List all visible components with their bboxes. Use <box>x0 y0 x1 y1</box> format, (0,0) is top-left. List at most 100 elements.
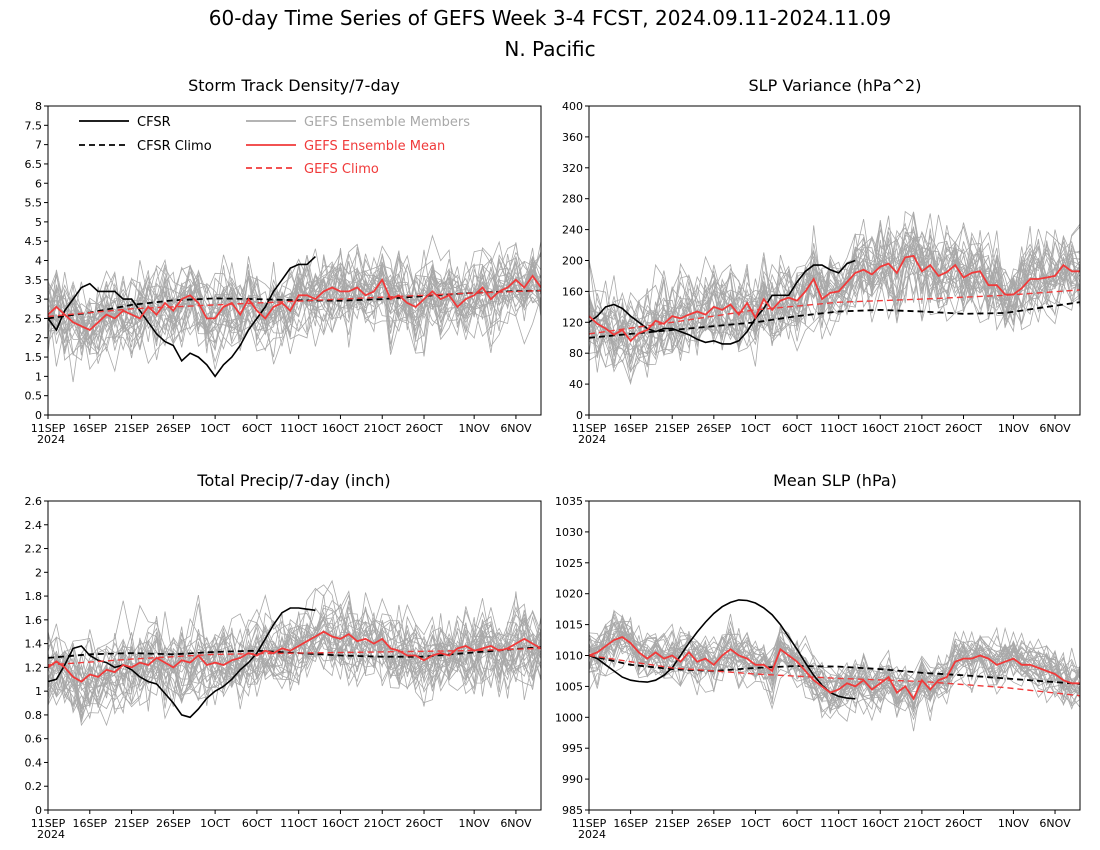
ensemble-member-line <box>48 611 541 706</box>
x-tick-label: 11SEP <box>31 817 66 830</box>
y-tick-label: 7.5 <box>25 119 43 132</box>
y-tick-label: 1 <box>35 685 42 698</box>
chart-title: SLP Variance (hPa^2) <box>749 76 922 95</box>
y-tick-label: 400 <box>562 100 583 113</box>
y-tick-label: 1025 <box>555 557 583 570</box>
x-tick-label: 1NOV <box>998 422 1030 435</box>
cfsr-line <box>48 256 316 378</box>
y-tick-label: 320 <box>562 162 583 175</box>
x-tick-label: 26SEP <box>156 422 191 435</box>
ensemble-member-line <box>589 223 1080 338</box>
ensemble-member-line <box>589 235 1080 378</box>
legend-cfsr-climo-label: CFSR Climo <box>137 139 212 154</box>
y-tick-label: 40 <box>569 378 583 391</box>
ensemble-member-line <box>589 223 1080 364</box>
y-tick-label: 0 <box>35 409 42 422</box>
legend-cfsr-label: CFSR <box>137 115 171 130</box>
y-tick-label: 0.6 <box>25 733 43 746</box>
ensemble-member-line <box>589 225 1080 358</box>
x-year-label: 2024 <box>37 433 65 446</box>
y-tick-label: 1005 <box>555 680 583 693</box>
x-tick-label: 1OCT <box>200 817 230 830</box>
y-tick-label: 1.6 <box>25 614 43 627</box>
y-tick-label: 1035 <box>555 495 583 508</box>
chart-panel-2: SLP Variance (hPa^2) 0 40 80 120 160 200 240 280… <box>562 76 1081 446</box>
panels: Storm Track Density/7-day 0 0.5 1 1.5 2 2.5 3 3.… <box>25 76 1081 841</box>
x-tick-label: 11OCT <box>820 817 857 830</box>
y-tick-label: 2.6 <box>25 495 43 508</box>
y-tick-label: 0.8 <box>25 709 43 722</box>
y-tick-label: 1010 <box>555 650 583 663</box>
x-tick-label: 26SEP <box>697 817 732 830</box>
x-tick-label: 11OCT <box>280 817 317 830</box>
gefs-mean-line <box>48 630 541 683</box>
cfsr-line <box>589 259 856 345</box>
x-tick-label: 16OCT <box>862 817 899 830</box>
y-tick-label: 2.2 <box>25 543 43 556</box>
figure-title-line1: 60-day Time Series of GEFS Week 3-4 FCST… <box>209 6 891 30</box>
ensemble-member-line <box>48 612 541 706</box>
gefs-mean-line <box>589 635 1080 701</box>
x-tick-label: 16OCT <box>322 817 359 830</box>
y-tick-label: 7 <box>35 139 42 152</box>
y-tick-label: 360 <box>562 131 583 144</box>
x-tick-label: 6OCT <box>782 422 812 435</box>
x-year-label: 2024 <box>37 828 65 841</box>
ensemble-member-line <box>589 210 1080 358</box>
gefs-climo-line <box>48 647 541 666</box>
x-tick-label: 1NOV <box>459 817 491 830</box>
plot-frame <box>47 105 542 416</box>
x-tick-label: 1OCT <box>200 422 230 435</box>
x-tick-label: 26OCT <box>945 817 982 830</box>
plot-area <box>589 210 1080 386</box>
ensemble-member-line <box>48 255 541 356</box>
plot-frame <box>47 500 542 811</box>
ensemble-member-line <box>48 247 541 361</box>
gefs-climo-line <box>589 654 1080 697</box>
ensemble-member-line <box>589 626 1080 721</box>
chart-title: Total Precip/7-day (inch) <box>196 471 390 490</box>
y-tick-label: 1000 <box>555 711 583 724</box>
gefs-mean-line <box>48 274 541 332</box>
x-tick-label: 16OCT <box>322 422 359 435</box>
y-tick-label: 3 <box>35 293 42 306</box>
chart-title: Mean SLP (hPa) <box>773 471 897 490</box>
ensemble-member-line <box>589 234 1080 357</box>
x-year-label: 2024 <box>578 433 606 446</box>
x-tick-label: 21SEP <box>114 422 149 435</box>
y-tick-label: 6.5 <box>25 158 43 171</box>
y-tick-label: 2.4 <box>25 519 43 532</box>
x-tick-label: 1NOV <box>459 422 491 435</box>
x-year-label: 2024 <box>578 828 606 841</box>
y-tick-label: 1.5 <box>25 351 43 364</box>
x-tick-label: 11OCT <box>280 422 317 435</box>
y-tick-label: 4.5 <box>25 235 43 248</box>
ensemble-member-line <box>48 632 541 720</box>
cfsr-climo-line <box>589 301 1080 339</box>
ensemble-member-line <box>48 251 541 345</box>
plot-area <box>48 579 541 727</box>
x-tick-label: 6NOV <box>1039 422 1071 435</box>
cfsr-line <box>48 607 316 719</box>
x-tick-label: 1OCT <box>740 817 770 830</box>
chart-panel-1: Storm Track Density/7-day 0 0.5 1 1.5 2 2.5 3 3.… <box>25 76 542 446</box>
x-tick-label: 16SEP <box>613 422 648 435</box>
x-tick-label: 11SEP <box>572 817 607 830</box>
ensemble-member-line <box>48 608 541 707</box>
ensemble-member-line <box>589 621 1080 704</box>
y-tick-label: 6 <box>35 177 42 190</box>
ensemble-member-line <box>589 613 1080 699</box>
y-tick-label: 1.4 <box>25 638 43 651</box>
plot-frame <box>588 105 1081 416</box>
x-tick-label: 26SEP <box>697 422 732 435</box>
x-tick-label: 11OCT <box>820 422 857 435</box>
y-tick-label: 1 <box>35 370 42 383</box>
x-tick-label: 16SEP <box>72 422 107 435</box>
ensemble-member-line <box>48 590 541 692</box>
legend-gefs-climo-label: GEFS Climo <box>304 162 379 177</box>
x-tick-label: 16SEP <box>72 817 107 830</box>
y-tick-label: 5.5 <box>25 197 43 210</box>
x-tick-label: 21OCT <box>364 817 401 830</box>
x-tick-label: 21OCT <box>903 422 940 435</box>
